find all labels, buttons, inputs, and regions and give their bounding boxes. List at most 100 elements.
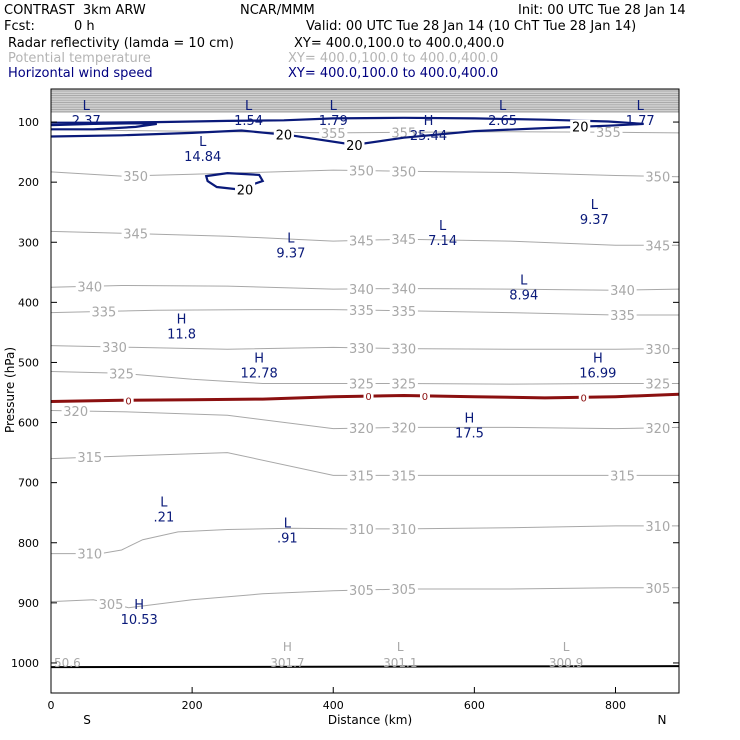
wind-contour-label-bg — [570, 119, 591, 134]
theta-extremum-type: L — [397, 640, 404, 654]
wind-extremum-value: .91 — [277, 532, 298, 547]
theta-contour-label-bg — [389, 521, 418, 536]
theta-contour-label: 330 — [391, 343, 416, 358]
x-tick-label: 600 — [464, 699, 485, 712]
theta-contour-label: 305 — [349, 584, 374, 599]
theta-contour-label-bg — [389, 341, 418, 356]
theta-contour-label: 325 — [645, 377, 670, 392]
theta-contour-label: 310 — [645, 520, 670, 535]
theta-extremum-value: 301.1 — [383, 656, 417, 670]
wind-contour-line — [50, 116, 644, 147]
x-tick-label: 200 — [182, 699, 203, 712]
theta-contour-label-bg — [121, 226, 150, 241]
wind-contour-label: 20 — [276, 129, 293, 144]
theta-contour-label: 315 — [77, 451, 102, 466]
x-tick-label: 800 — [605, 699, 626, 712]
theta-contour-label-bg — [347, 233, 376, 248]
theta-contour-label-bg — [643, 238, 672, 253]
zero-contour-label: 0 — [581, 393, 587, 404]
fcst-label: Fcst: — [4, 19, 35, 34]
zero-contour-label-bg — [419, 390, 430, 401]
theta-contour-label-bg — [347, 521, 376, 536]
theta-contour-label: 315 — [610, 469, 635, 484]
theta-contour-label-bg — [347, 376, 376, 391]
theta-contour-label: 345 — [123, 228, 148, 243]
theta-contour-label: 345 — [349, 234, 374, 249]
theta-contour-label: 320 — [63, 405, 88, 420]
wind-extremum-value: 10.53 — [121, 613, 158, 628]
theta-contour-label: 355 — [321, 127, 346, 142]
y-tick-label: 600 — [18, 417, 39, 430]
wind-extremum-value: 2.37 — [72, 114, 101, 129]
theta-contour-label: 345 — [391, 233, 416, 248]
theta-contour-label-bg — [389, 303, 418, 318]
theta-extremum-value: 300.9 — [549, 656, 583, 670]
theta-contour-label-bg — [643, 420, 672, 435]
y-tick-label: 400 — [18, 296, 39, 309]
theta-contour-label-bg — [61, 403, 90, 418]
theta-contour-label: 310 — [391, 523, 416, 538]
theta-contour-label-bg — [389, 164, 418, 179]
wind-contour-line — [50, 122, 157, 131]
zero-contour: 0 0 0 0 — [50, 390, 680, 669]
theta-contour-label: 350 — [123, 170, 148, 185]
theta-contour-label-bg — [347, 163, 376, 178]
wind-contour-label: 20 — [572, 121, 589, 136]
zero-contour-label-bg — [363, 391, 374, 402]
theta-contour-label-bg — [643, 518, 672, 533]
theta-contour-label: 340 — [77, 280, 102, 295]
ground-level-line — [50, 665, 680, 669]
wind-extremum-type: L — [83, 99, 91, 114]
x-tick-label: 400 — [323, 699, 344, 712]
y-axis-title: Pressure (hPa) — [3, 347, 17, 433]
theta-contour-label-bg — [643, 580, 672, 595]
init-time: Init: 00 UTC Tue 28 Jan 14 — [518, 3, 686, 18]
zero-contour-label-bg — [578, 392, 589, 403]
fcst-value: 0 h — [74, 19, 95, 34]
theta-contour-label-bg — [107, 366, 136, 381]
y-tick-label: 1000 — [11, 657, 39, 670]
theta-contour-label: 325 — [109, 367, 134, 382]
theta-contour-label-bg — [389, 468, 418, 483]
wind-extremum-type: H — [177, 312, 187, 327]
theta-contour-label-bg — [389, 420, 418, 435]
x-axis-south-label: S — [83, 713, 91, 727]
wind-extremum-value: 9.37 — [580, 213, 609, 228]
y-tick-label: 100 — [18, 116, 39, 129]
theta-contour-label-bg — [389, 582, 418, 597]
field-name-wind: Horizontal wind speed — [8, 66, 153, 81]
theta-contour-label-bg — [347, 281, 376, 296]
wind-extremum-type: H — [465, 412, 475, 427]
theta-contour-label: 320 — [645, 422, 670, 437]
theta-contour-label-bg — [121, 168, 150, 183]
theta-contour-label-bg — [347, 421, 376, 436]
theta-contour-label: 310 — [349, 523, 374, 538]
wind-extremum-type: L — [199, 135, 207, 150]
theta-extremum-value: 301.7 — [270, 656, 304, 670]
theta-contour-label-bg — [347, 583, 376, 598]
wind-extremum-type: L — [245, 99, 253, 114]
theta-contour-label: 340 — [391, 283, 416, 298]
theta-contour-label-bg — [608, 468, 637, 483]
theta-contour-label: 350 — [349, 165, 374, 180]
y-tick-label: 200 — [18, 176, 39, 189]
wind-extremum-value: 2.65 — [488, 114, 517, 129]
theta-contour-label: 330 — [102, 341, 127, 356]
wind-extremum-type: L — [330, 99, 338, 114]
theta-contour-label: 340 — [349, 283, 374, 298]
wind-extremum-value: .21 — [154, 511, 175, 526]
wind-extremum-value: 7.14 — [428, 234, 457, 249]
wind-extremum-type: L — [499, 99, 507, 114]
theta-contour-label-bg — [75, 279, 104, 294]
upper-band-lines — [51, 90, 679, 113]
extrema-labels: L2.37L1.54L1.79L2.65L1.77H25.44L14.84L9.… — [54, 99, 655, 670]
wind-contours: 20 20 20 20 — [50, 116, 644, 198]
theta-contour-label: 350 — [391, 165, 416, 180]
y-tick-label: 300 — [18, 236, 39, 249]
wind-extremum-value: 11.8 — [167, 327, 196, 342]
y-tick-label: 800 — [18, 537, 39, 550]
field-name-reflectivity: Radar reflectivity (lamda = 10 cm) — [8, 36, 234, 51]
